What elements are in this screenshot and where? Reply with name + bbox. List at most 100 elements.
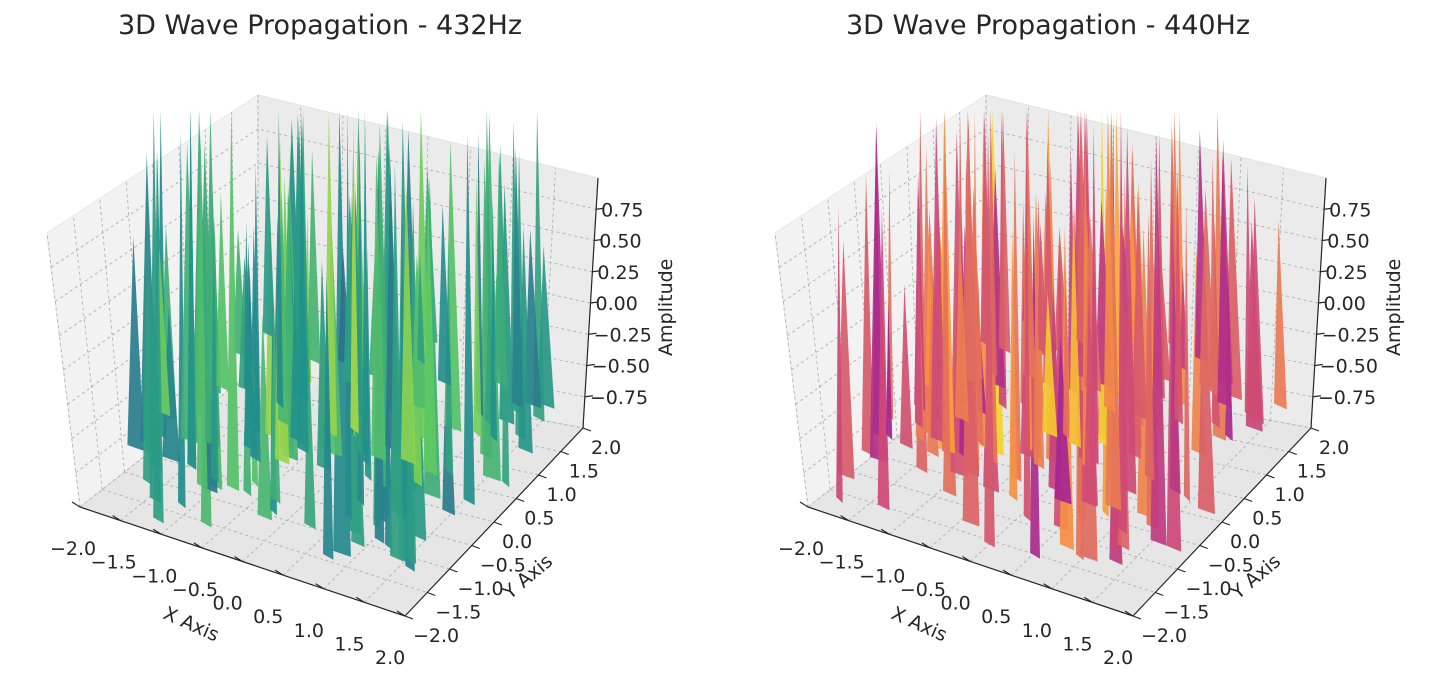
z-axis-label: Amplitude bbox=[1383, 259, 1405, 356]
y-tick bbox=[427, 591, 436, 597]
x-tick bbox=[799, 501, 809, 508]
z-tick bbox=[1324, 207, 1333, 210]
surface-facet bbox=[304, 334, 316, 530]
y-tick-label: 0.0 bbox=[502, 531, 532, 553]
grid-line bbox=[791, 230, 1319, 371]
surface-facet bbox=[473, 173, 482, 438]
surface-facet bbox=[1036, 222, 1048, 355]
x-tick-label: 1.5 bbox=[1062, 633, 1092, 655]
surface-facet bbox=[1069, 207, 1081, 448]
surface-facet bbox=[297, 123, 309, 454]
surface-facet bbox=[900, 283, 913, 449]
grid-line bbox=[63, 230, 591, 371]
x-tick-label: 0.5 bbox=[253, 606, 283, 628]
surface-facet bbox=[1217, 154, 1232, 408]
y-tick-label: 1.5 bbox=[1297, 461, 1327, 483]
z-tick-label: 0.75 bbox=[1329, 199, 1371, 221]
grid-line bbox=[125, 181, 148, 455]
y-tick bbox=[560, 450, 569, 456]
y-tick bbox=[1199, 544, 1208, 550]
z-tick bbox=[588, 332, 597, 335]
grid-line bbox=[774, 232, 809, 508]
x-tick-label: 1.0 bbox=[1022, 620, 1052, 642]
x-tick bbox=[1043, 583, 1053, 590]
surface-facet bbox=[1183, 201, 1190, 502]
x-tick-label: −2.0 bbox=[778, 538, 824, 560]
y-tick-label: −1.0 bbox=[458, 578, 504, 600]
grid-line bbox=[778, 128, 1325, 268]
z-tick-label: −0.75 bbox=[590, 387, 648, 409]
grid-line bbox=[783, 162, 1323, 302]
y-tick-label: −0.5 bbox=[480, 555, 526, 577]
surface-facet bbox=[1054, 336, 1072, 505]
surface-facet bbox=[127, 236, 145, 451]
z-tick-label: −0.25 bbox=[1322, 324, 1380, 346]
surface-facet bbox=[216, 191, 230, 392]
grid-line bbox=[800, 215, 831, 490]
surface-facet bbox=[861, 174, 874, 456]
surface-facet bbox=[1150, 134, 1167, 546]
z-tick-label: 0.50 bbox=[1327, 231, 1369, 253]
surface-facet bbox=[494, 152, 508, 388]
z-tick bbox=[590, 301, 599, 304]
surface-facet bbox=[362, 110, 370, 466]
surface bbox=[836, 110, 1287, 566]
z-tick-label: 0.25 bbox=[1325, 262, 1367, 284]
surface-facet bbox=[1057, 244, 1064, 394]
surface-facet bbox=[1042, 291, 1058, 438]
z-tick-label: −0.25 bbox=[594, 324, 652, 346]
grid-line bbox=[55, 162, 595, 302]
y-tick bbox=[1310, 427, 1320, 432]
x-tick-label: 0.0 bbox=[941, 593, 971, 615]
y-tick bbox=[1132, 615, 1142, 620]
y-tick bbox=[493, 521, 503, 526]
surface-facet bbox=[1122, 127, 1137, 495]
surface-facet bbox=[836, 206, 843, 503]
z-axis-label: Amplitude bbox=[655, 259, 677, 356]
grid-line bbox=[168, 436, 495, 523]
surface-facet bbox=[1103, 110, 1116, 413]
y-tick bbox=[1244, 497, 1253, 503]
z-tick-label: 0.75 bbox=[601, 199, 643, 221]
y-tick-label: −2.0 bbox=[1141, 625, 1187, 647]
grid-line bbox=[1188, 146, 1199, 406]
surface-facet bbox=[423, 195, 437, 476]
y-tick-label: −1.5 bbox=[1163, 602, 1209, 624]
z-tick bbox=[584, 395, 593, 398]
x-tick-label: 1.0 bbox=[294, 620, 324, 642]
z-tick bbox=[1312, 395, 1321, 398]
axis-lines bbox=[799, 177, 1333, 620]
y-tick-label: 0.5 bbox=[1252, 508, 1282, 530]
y-tick bbox=[404, 615, 414, 620]
surface-facet bbox=[262, 135, 276, 338]
surface-facet bbox=[1084, 281, 1098, 507]
surface-facet bbox=[1105, 116, 1122, 511]
surface-facet bbox=[954, 217, 969, 423]
x-tick-label: −0.5 bbox=[900, 579, 946, 601]
y-tick-label: 0.0 bbox=[1230, 531, 1260, 553]
z-tick-label: 0.00 bbox=[1324, 293, 1366, 315]
x-tick bbox=[234, 555, 243, 563]
surface-facet bbox=[323, 271, 334, 560]
surface-facet bbox=[1033, 232, 1042, 459]
surface-facet bbox=[872, 127, 882, 439]
x-tick bbox=[71, 501, 81, 508]
grid-line bbox=[59, 196, 593, 337]
surface-facet bbox=[371, 153, 386, 462]
surface-facet bbox=[975, 277, 984, 446]
z-tick-label: 0.50 bbox=[599, 231, 641, 253]
x-tick-label: −0.5 bbox=[172, 579, 218, 601]
y-tick-label: 2.0 bbox=[1319, 437, 1349, 459]
x-tick-label: 2.0 bbox=[375, 647, 405, 669]
x-tick-label: 0.0 bbox=[213, 593, 243, 615]
surface-facet bbox=[914, 189, 923, 429]
x-tick bbox=[396, 610, 406, 617]
z-tick-label: −0.50 bbox=[1320, 356, 1378, 378]
x-tick-label: −1.0 bbox=[131, 565, 177, 587]
grid-line bbox=[99, 198, 125, 473]
x-tick bbox=[112, 515, 121, 522]
surface-facet bbox=[417, 253, 425, 365]
surface-facet bbox=[1132, 189, 1147, 420]
y-tick-label: 1.0 bbox=[547, 484, 577, 506]
surface-facet bbox=[837, 239, 855, 480]
